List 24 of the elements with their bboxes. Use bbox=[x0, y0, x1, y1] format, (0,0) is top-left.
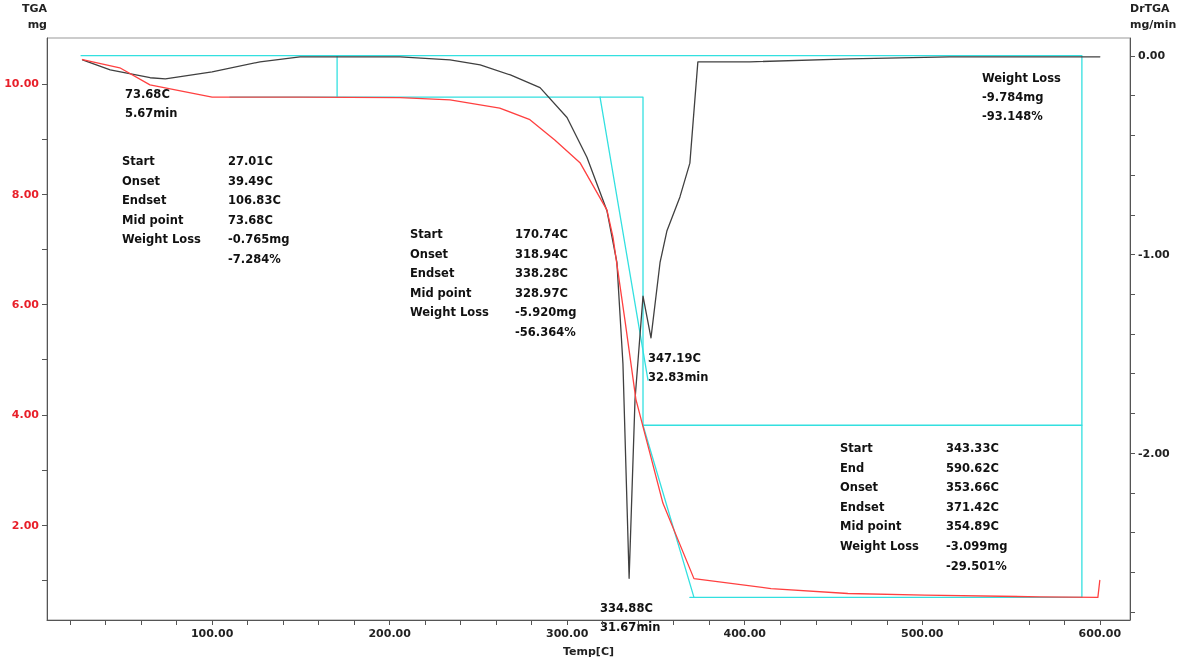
x-tick-label: 500.00 bbox=[901, 627, 944, 640]
y2-axis-title: DrTGA mg/min bbox=[1130, 1, 1177, 31]
y-tick-label: 2.00 bbox=[11, 518, 40, 532]
x-tick-label: 400.00 bbox=[723, 627, 767, 640]
y2-tick-label: -1.00 bbox=[1138, 248, 1171, 262]
y-tick-label: 6.00 bbox=[11, 297, 40, 311]
y2-tick-label: -2.00 bbox=[1138, 446, 1171, 460]
annotation: 73.68C 5.67min bbox=[125, 87, 178, 120]
annotation: Weight Loss -9.784mg -93.148% bbox=[982, 71, 1062, 123]
annotation: 334.88C 31.67min bbox=[600, 601, 661, 634]
y-axis-title: TGA mg bbox=[21, 1, 48, 31]
x-tick-label: 100.00 bbox=[190, 627, 234, 640]
y-tick-label: 4.00 bbox=[11, 408, 40, 422]
x-axis-title: Temp[C] bbox=[563, 645, 614, 658]
text: Start 170.74C Onset 318.94C Endset 338.28C Mid point 328.97C Weight Loss -5.920mg -56.364% bbox=[410, 227, 577, 339]
y-tick-label: 8.00 bbox=[11, 187, 40, 201]
annotation: 347.19C 32.83min bbox=[648, 351, 709, 384]
text: Start 343.33C End 590.62C Onset 353.66C Endset 371.42C Mid point 354.89C Weight Loss -3.099mg -29.501% bbox=[840, 441, 1008, 573]
text: Start 27.01C Onset 39.49C Endset 106.83C Mid point 73.68C Weight Loss -0.765mg -7.284% bbox=[122, 154, 290, 266]
x-tick-label: 200.00 bbox=[368, 627, 412, 640]
y-tick-label: 10.00 bbox=[4, 77, 40, 91]
x-tick-label: 600.00 bbox=[1078, 627, 1122, 640]
x-tick-label: 300.00 bbox=[545, 627, 589, 640]
y2-tick-label: 0.00 bbox=[1138, 49, 1166, 63]
